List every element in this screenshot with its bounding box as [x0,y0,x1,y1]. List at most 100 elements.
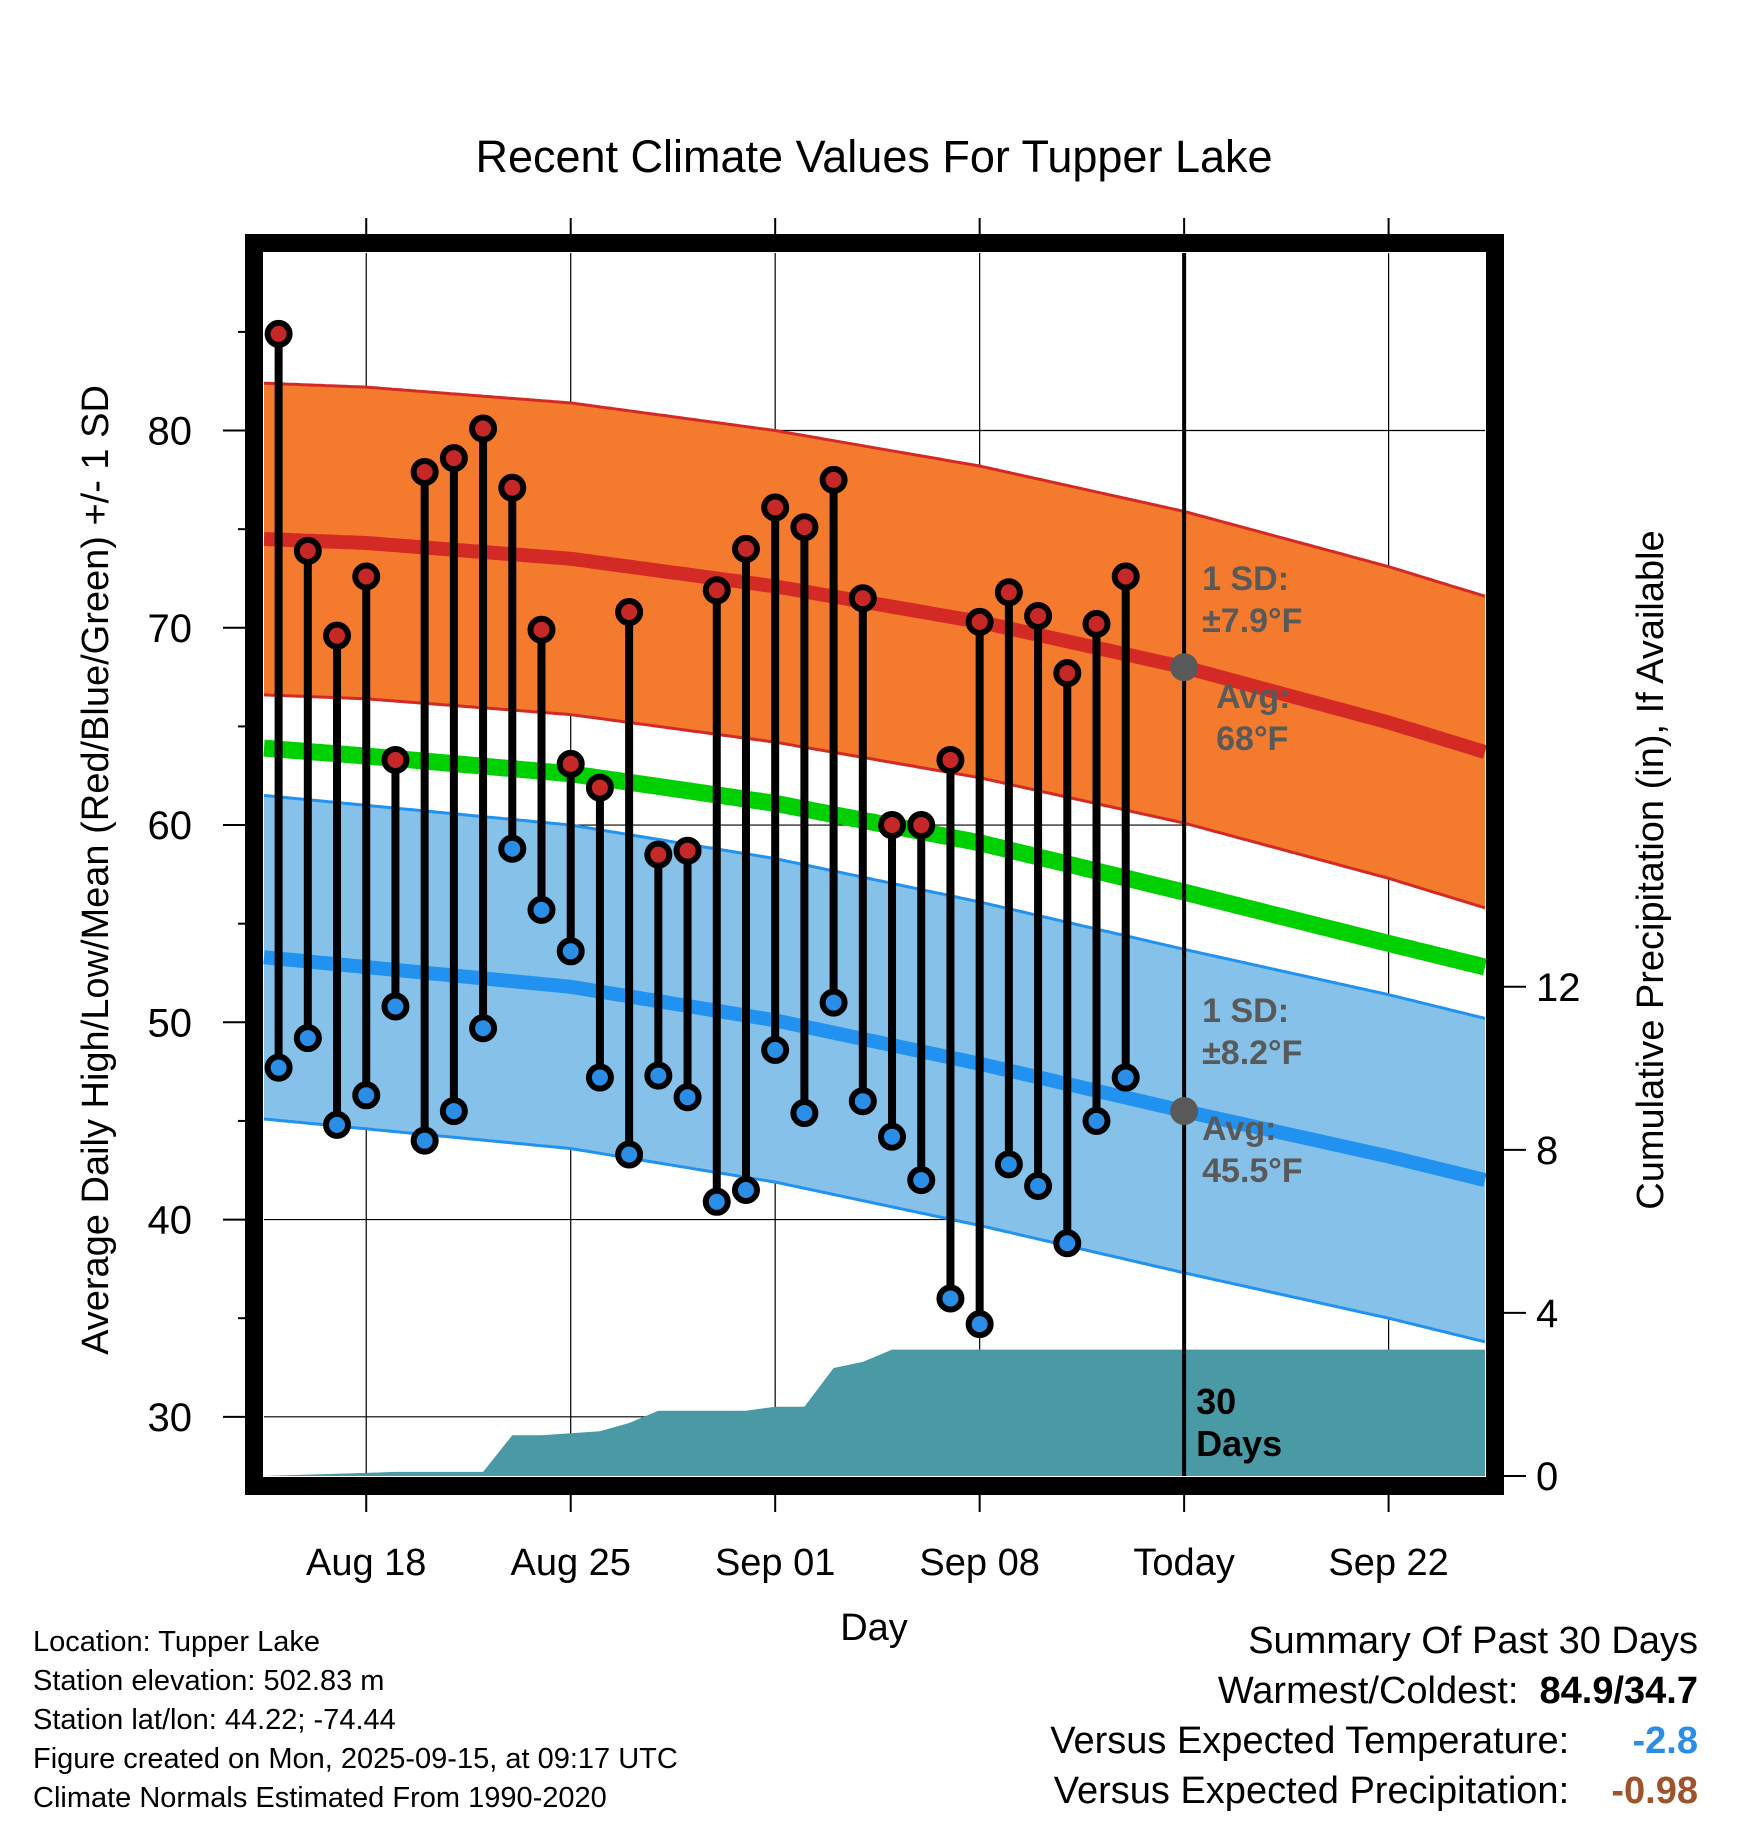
low-point [731,1175,760,1204]
chart-title: Recent Climate Values For Tupper Lake [475,131,1272,182]
high-point [498,473,527,502]
low-point [994,1150,1023,1179]
high-point [556,749,585,778]
high-point [293,536,322,565]
high-point [702,576,731,605]
summary-warm-cold-value: 84.9/34.7 [1539,1670,1698,1712]
high-sd-value: ±7.9°F [1202,602,1302,640]
low-point [819,988,848,1017]
y-tick-label: 30 [148,1396,193,1440]
low-point [848,1087,877,1116]
low-point [439,1097,468,1126]
low-point [410,1126,439,1155]
high-point [352,562,381,591]
normal-mean-line [263,739,1487,976]
y2-tick-label: 12 [1536,966,1581,1010]
high-point [644,840,673,869]
high-point [994,578,1023,607]
high-point [965,607,994,636]
x-tick-label: Aug 25 [510,1542,630,1584]
summary-warm-cold-label: Warmest/Coldest: [1217,1670,1519,1712]
high-point [673,836,702,865]
low-point [264,1053,293,1082]
summary-temp-label: Versus Expected Temperature: [1050,1720,1570,1762]
high-point [1053,659,1082,688]
summary-precip-value: -0.98 [1611,1770,1698,1812]
low-sd-lower-line [263,1117,1486,1344]
low-avg-value: 45.5°F [1202,1152,1303,1190]
precipitation-area [264,1349,1485,1476]
high-point [936,745,965,774]
y2-tick-label: 8 [1536,1129,1558,1173]
low-point [615,1140,644,1169]
footer-normals: Climate Normals Estimated From 1990-2020 [33,1782,607,1814]
summary-temp-value: -2.8 [1632,1720,1698,1762]
y-axis-label: Average Daily High/Low/Mean (Red/Blue/Gr… [75,385,117,1355]
high-point [819,465,848,494]
low-point [673,1083,702,1112]
low-sd-upper-line [263,794,1486,1020]
axes: 30 40 50 60 70 80 0 4 8 12 Aug 18 Aug 25 Sep 01 Sep 0… [148,218,1581,1584]
y2-tick-label: 0 [1536,1455,1558,1499]
footer-created: Figure created on Mon, 2025-09-15, at 09… [33,1743,678,1775]
high-avg-value: 68°F [1216,720,1288,758]
high-point [264,319,293,348]
high-point [731,534,760,563]
y2-tick-label: 4 [1536,1292,1558,1336]
high-point [615,598,644,627]
low-point [352,1081,381,1110]
low-point [527,895,556,924]
today-high-normal-marker [1170,653,1199,682]
high-point [907,811,936,840]
low-point [381,992,410,1021]
y-tick-label: 60 [148,804,193,848]
low-point [498,834,527,863]
high-sd-upper-line [263,381,1486,598]
low-point [644,1061,673,1090]
footer-location: Location: Tupper Lake [33,1626,320,1658]
low-point [790,1099,819,1128]
summary-precipitation: Versus Expected Precipitation: -0.98 [1054,1772,1698,1810]
high-point [878,811,907,840]
summary-title: Summary Of Past 30 Days [1248,1620,1698,1662]
high-sd-label: 1 SD: [1202,560,1289,598]
low-point [556,937,585,966]
footer-elevation: Station elevation: 502.83 m [33,1665,385,1697]
high-point [323,621,352,650]
high-point [439,444,468,473]
precip-cumulative-area [264,1349,1485,1476]
summary-warm-cold: Warmest/Coldest: 84.9/34.7 [1218,1672,1698,1710]
x-tick-label: Aug 18 [306,1542,426,1584]
low-point [761,1035,790,1064]
high-point [410,457,439,486]
high-point [1082,609,1111,638]
low-point [469,1014,498,1043]
low-point [293,1024,322,1053]
low-point [936,1284,965,1313]
plot-frame [245,234,1504,1495]
high-point [790,513,819,542]
normal-low-line [263,950,1487,1187]
y2-axis-label: Cumulative Precipitation (in), If Availa… [1630,530,1672,1209]
x-tick-label: Sep 01 [715,1542,835,1584]
low-point [1111,1063,1140,1092]
high-point [469,414,498,443]
high-sd-band [264,383,1485,908]
summary-temperature: Versus Expected Temperature: -2.8 [1050,1722,1698,1760]
x-tick-label: Sep 22 [1328,1542,1448,1584]
y-tick-label: 40 [148,1199,193,1243]
normal-annotations: 1 SD: ±7.9°F Avg: 68°F 1 SD: ±8.2°F Avg: 45.5°F… [1170,560,1303,1464]
high-point [761,493,790,522]
footer-latlon: Station lat/lon: 44.22; -74.44 [33,1704,396,1736]
low-point [323,1110,352,1139]
y-tick-label: 50 [148,1001,193,1045]
x-tick-label: Today [1133,1542,1234,1584]
high-point [1024,601,1053,630]
period-number: 30 [1196,1381,1236,1422]
low-sd-value: ±8.2°F [1202,1034,1302,1072]
high-point [585,773,614,802]
high-point [848,584,877,613]
low-point [1024,1172,1053,1201]
high-point [1111,562,1140,591]
low-point [1082,1106,1111,1135]
